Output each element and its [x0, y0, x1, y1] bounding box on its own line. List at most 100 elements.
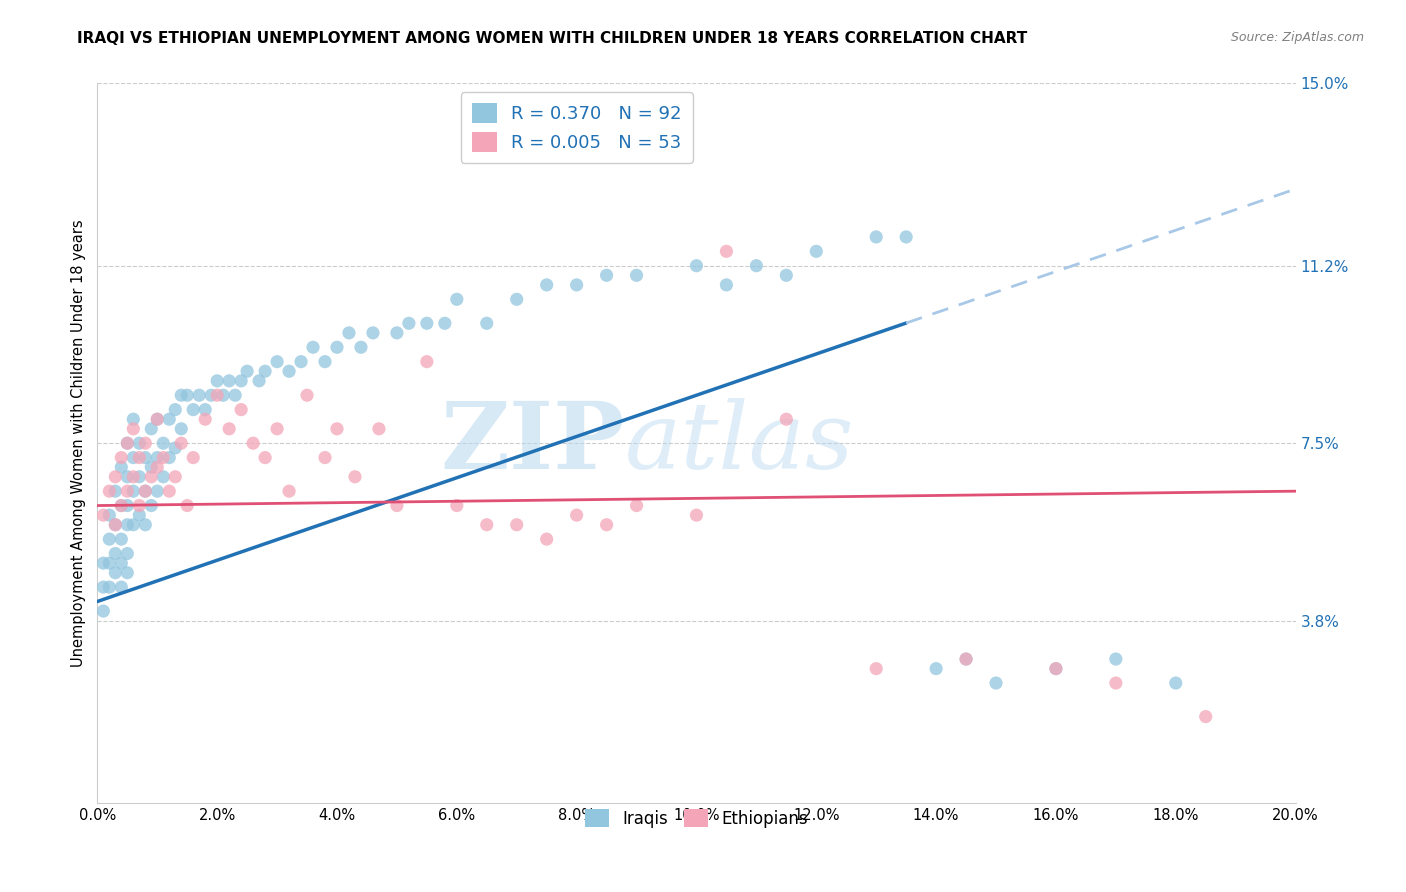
- Point: [894, 230, 917, 244]
- Point: [865, 662, 887, 676]
- Point: [157, 412, 180, 426]
- Point: [506, 293, 529, 307]
- Point: [278, 484, 301, 499]
- Point: [98, 556, 121, 570]
- Point: [236, 364, 259, 378]
- Point: [925, 662, 948, 676]
- Point: [242, 436, 264, 450]
- Point: [433, 316, 456, 330]
- Point: [302, 340, 325, 354]
- Point: [955, 652, 977, 666]
- Point: [194, 412, 217, 426]
- Point: [152, 470, 174, 484]
- Point: [98, 580, 121, 594]
- Point: [170, 436, 193, 450]
- Point: [266, 422, 288, 436]
- Point: [506, 517, 529, 532]
- Point: [134, 517, 156, 532]
- Point: [716, 277, 738, 292]
- Point: [104, 517, 127, 532]
- Point: [626, 268, 648, 283]
- Point: [218, 422, 240, 436]
- Point: [110, 499, 132, 513]
- Point: [122, 422, 145, 436]
- Point: [181, 450, 204, 465]
- Point: [278, 364, 301, 378]
- Point: [152, 450, 174, 465]
- Point: [93, 580, 115, 594]
- Point: [200, 388, 222, 402]
- Point: [326, 422, 349, 436]
- Point: [536, 532, 558, 546]
- Point: [128, 499, 150, 513]
- Point: [224, 388, 246, 402]
- Point: [181, 402, 204, 417]
- Point: [1195, 709, 1218, 723]
- Point: [176, 388, 198, 402]
- Point: [122, 412, 145, 426]
- Point: [117, 436, 139, 450]
- Point: [565, 277, 588, 292]
- Point: [104, 484, 127, 499]
- Point: [254, 450, 277, 465]
- Point: [446, 293, 468, 307]
- Point: [134, 484, 156, 499]
- Point: [110, 556, 132, 570]
- Point: [117, 499, 139, 513]
- Point: [104, 547, 127, 561]
- Point: [865, 230, 887, 244]
- Point: [361, 326, 384, 340]
- Point: [205, 374, 228, 388]
- Point: [141, 470, 163, 484]
- Point: [122, 517, 145, 532]
- Point: [104, 517, 127, 532]
- Point: [98, 532, 121, 546]
- Point: [188, 388, 211, 402]
- Point: [685, 259, 707, 273]
- Point: [218, 374, 240, 388]
- Legend: Iraqis, Ethiopians: Iraqis, Ethiopians: [579, 802, 814, 834]
- Point: [98, 508, 121, 523]
- Point: [685, 508, 707, 523]
- Point: [326, 340, 349, 354]
- Point: [595, 268, 617, 283]
- Point: [141, 499, 163, 513]
- Point: [343, 470, 366, 484]
- Point: [128, 436, 150, 450]
- Text: IRAQI VS ETHIOPIAN UNEMPLOYMENT AMONG WOMEN WITH CHILDREN UNDER 18 YEARS CORRELA: IRAQI VS ETHIOPIAN UNEMPLOYMENT AMONG WO…: [77, 31, 1028, 46]
- Point: [157, 484, 180, 499]
- Text: atlas: atlas: [624, 398, 853, 488]
- Point: [475, 517, 498, 532]
- Point: [205, 388, 228, 402]
- Point: [146, 460, 169, 475]
- Point: [314, 450, 336, 465]
- Point: [626, 499, 648, 513]
- Point: [385, 499, 408, 513]
- Point: [141, 460, 163, 475]
- Point: [775, 268, 797, 283]
- Point: [117, 566, 139, 580]
- Point: [775, 412, 797, 426]
- Point: [134, 436, 156, 450]
- Point: [337, 326, 360, 340]
- Point: [536, 277, 558, 292]
- Point: [247, 374, 270, 388]
- Point: [1105, 676, 1128, 690]
- Point: [110, 580, 132, 594]
- Y-axis label: Unemployment Among Women with Children Under 18 years: Unemployment Among Women with Children U…: [72, 219, 86, 667]
- Point: [176, 499, 198, 513]
- Point: [117, 517, 139, 532]
- Point: [146, 412, 169, 426]
- Point: [1164, 676, 1187, 690]
- Point: [117, 484, 139, 499]
- Point: [93, 604, 115, 618]
- Point: [416, 316, 439, 330]
- Point: [716, 244, 738, 259]
- Point: [745, 259, 768, 273]
- Point: [157, 450, 180, 465]
- Point: [117, 436, 139, 450]
- Point: [290, 354, 312, 368]
- Point: [295, 388, 318, 402]
- Point: [446, 499, 468, 513]
- Point: [416, 354, 439, 368]
